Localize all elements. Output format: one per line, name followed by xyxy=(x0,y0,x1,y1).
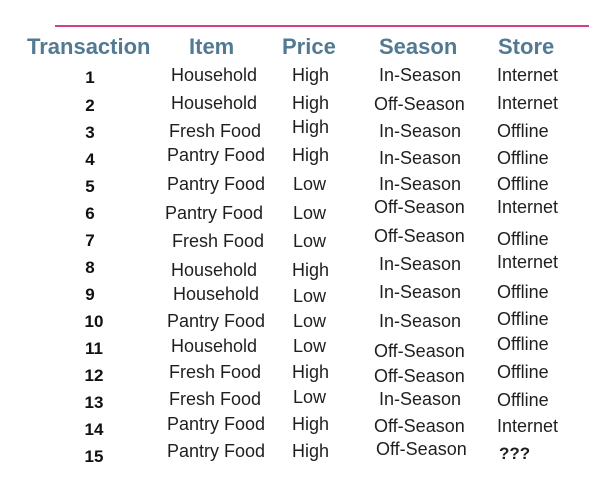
season-cell: In-Season xyxy=(379,148,462,168)
item-cell: Pantry Food xyxy=(167,441,266,461)
transaction-id: 7 xyxy=(85,231,95,250)
transaction-id: 4 xyxy=(85,150,95,169)
store-cell: Internet xyxy=(497,93,559,113)
item-cell: Fresh Food xyxy=(169,389,262,409)
price-cell: High xyxy=(292,362,330,382)
price-cell: High xyxy=(292,145,330,165)
item-cell: Pantry Food xyxy=(167,145,266,165)
price-cell: High xyxy=(292,65,330,85)
store-cell: Offline xyxy=(497,390,549,410)
item-cell: Pantry Food xyxy=(167,174,266,194)
item-cell: Household xyxy=(173,284,260,304)
transaction-id: 13 xyxy=(84,393,104,412)
transaction-id: 8 xyxy=(85,258,95,277)
item-cell: Household xyxy=(171,260,258,280)
price-cell: Low xyxy=(293,174,327,194)
store-cell: Offline xyxy=(497,362,549,382)
header-price: Price xyxy=(282,34,336,59)
transaction-id: 3 xyxy=(85,123,95,142)
season-cell: Off-Season xyxy=(374,197,465,217)
season-cell: Off-Season xyxy=(374,226,465,246)
item-cell: Pantry Food xyxy=(167,311,266,331)
price-cell: High xyxy=(292,260,330,280)
price-cell: Low xyxy=(293,203,327,223)
season-cell: In-Season xyxy=(379,282,462,302)
season-cell: In-Season xyxy=(379,121,462,141)
season-cell: In-Season xyxy=(379,254,462,274)
transaction-id: 5 xyxy=(85,177,95,196)
store-cell: Offline xyxy=(497,148,549,168)
header-transaction: Transaction xyxy=(27,34,151,59)
price-cell: High xyxy=(292,93,330,113)
transaction-id: 1 xyxy=(85,68,95,87)
transaction-id: 11 xyxy=(85,339,103,358)
price-cell: Low xyxy=(293,336,327,356)
item-cell: Pantry Food xyxy=(167,414,266,434)
store-cell: Offline xyxy=(497,229,549,249)
item-cell: Household xyxy=(171,65,258,85)
store-cell: Internet xyxy=(497,416,559,436)
season-cell: Off-Season xyxy=(376,439,467,459)
transaction-id: 6 xyxy=(85,204,95,223)
item-cell: Household xyxy=(171,336,258,356)
price-cell: Low xyxy=(293,387,327,407)
item-cell: Household xyxy=(171,93,258,113)
transaction-id: 14 xyxy=(84,420,104,439)
item-cell: Fresh Food xyxy=(172,231,265,251)
header-store: Store xyxy=(498,34,555,59)
season-cell: In-Season xyxy=(379,389,462,409)
season-cell: Off-Season xyxy=(374,416,465,436)
transaction-id: 10 xyxy=(84,312,104,331)
store-cell: Offline xyxy=(497,174,549,194)
store-cell: Offline xyxy=(497,334,549,354)
transaction-id: 9 xyxy=(85,285,95,304)
store-cell: Internet xyxy=(497,197,559,217)
transaction-id: 12 xyxy=(84,366,104,385)
item-cell: Pantry Food xyxy=(165,203,264,223)
season-cell: In-Season xyxy=(379,65,462,85)
season-cell: In-Season xyxy=(379,174,462,194)
season-cell: Off-Season xyxy=(374,94,465,114)
price-cell: Low xyxy=(293,286,327,306)
top-rule xyxy=(55,25,589,27)
transaction-id: 15 xyxy=(84,447,104,466)
price-cell: High xyxy=(292,117,330,137)
season-cell: Off-Season xyxy=(374,341,465,361)
transaction-id: 2 xyxy=(85,96,95,115)
season-cell: In-Season xyxy=(379,311,462,331)
store-cell-unknown: ??? xyxy=(499,444,531,463)
price-cell: High xyxy=(292,441,330,461)
price-cell: Low xyxy=(293,231,327,251)
price-cell: Low xyxy=(293,311,327,331)
store-cell: Offline xyxy=(497,282,549,302)
item-cell: Fresh Food xyxy=(169,121,262,141)
header-item: Item xyxy=(189,34,235,59)
store-cell: Offline xyxy=(497,121,549,141)
store-cell: Internet xyxy=(497,65,559,85)
header-season: Season xyxy=(379,34,458,59)
store-cell: Offline xyxy=(497,309,549,329)
store-cell: Internet xyxy=(497,252,559,272)
price-cell: High xyxy=(292,414,330,434)
item-cell: Fresh Food xyxy=(169,362,262,382)
season-cell: Off-Season xyxy=(374,366,465,386)
